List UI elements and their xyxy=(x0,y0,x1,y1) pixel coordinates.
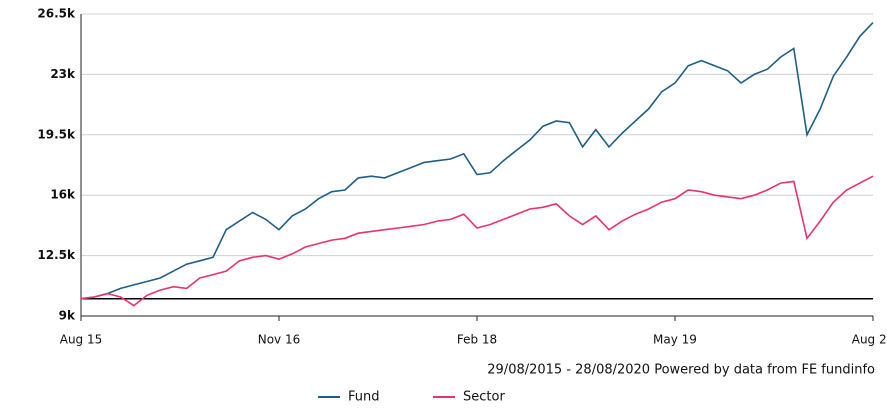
y-tick-label: 23k xyxy=(50,67,76,81)
y-tick-label: 9k xyxy=(59,309,76,323)
series-line xyxy=(80,175,874,307)
y-tick-label: 16k xyxy=(50,188,76,202)
x-tick-label: Nov 16 xyxy=(258,333,301,347)
legend-label: Fund xyxy=(348,390,380,405)
x-tick-label: May 19 xyxy=(653,333,697,347)
source-note: 29/08/2015 - 28/08/2020 Powered by data … xyxy=(487,363,875,378)
y-tick-label: 26.5k xyxy=(37,7,76,21)
y-tick-label: 12.5k xyxy=(37,248,76,262)
x-tick-label: Aug 20 xyxy=(852,333,887,347)
legend-label: Sector xyxy=(463,390,505,405)
x-tick-label: Feb 18 xyxy=(457,333,497,347)
series-line xyxy=(80,22,874,300)
y-tick-label: 19.5k xyxy=(37,127,76,141)
x-tick-label: Aug 15 xyxy=(60,333,103,347)
